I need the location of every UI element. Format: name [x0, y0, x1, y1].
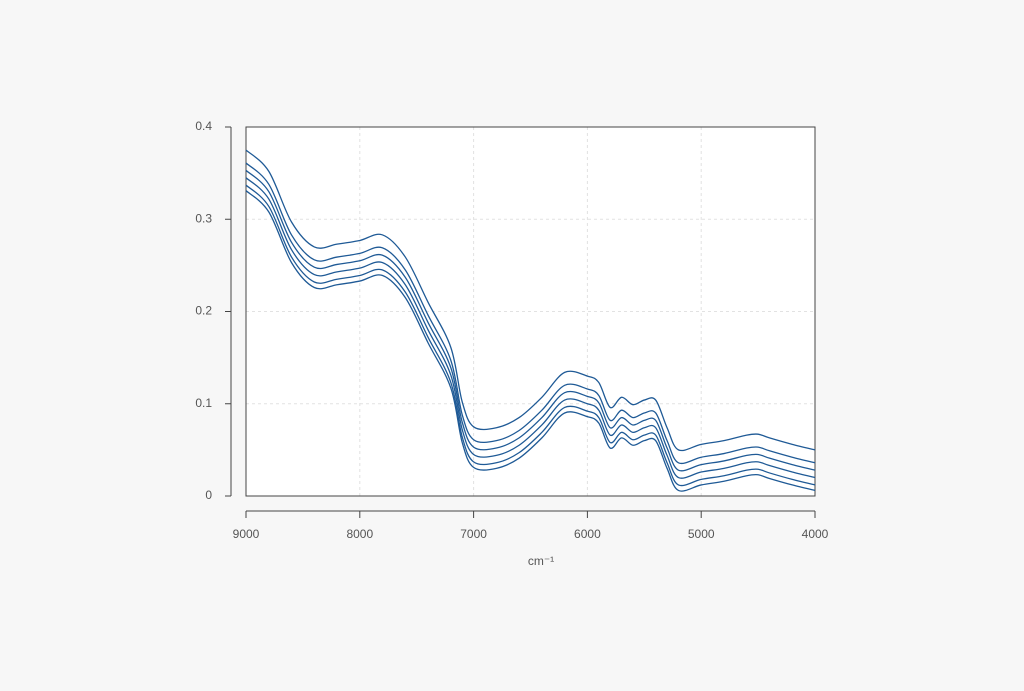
x-tick-label: 9000: [233, 527, 260, 541]
spectrum-line: [245, 184, 816, 487]
x-axis-label: cm⁻¹: [528, 554, 554, 568]
y-tick-label: 0.1: [195, 396, 212, 410]
y-tick-label: 0.2: [195, 304, 212, 318]
x-tick-label: 4000: [802, 527, 829, 541]
y-tick-label: 0: [205, 488, 212, 502]
y-tick-label: 0.3: [195, 211, 212, 225]
x-tick-label: 7000: [460, 527, 487, 541]
spectrum-line: [245, 149, 816, 452]
spectrum-line: [245, 162, 816, 465]
spectrum-line: [245, 169, 816, 472]
spectrum-line: [245, 190, 816, 492]
x-tick-label: 6000: [574, 527, 601, 541]
plot-frame: [245, 126, 816, 497]
spectrum-line: [245, 177, 816, 479]
x-tick-label: 5000: [688, 527, 715, 541]
x-tick-label: 8000: [346, 527, 373, 541]
y-tick-label: 0.4: [195, 119, 212, 133]
